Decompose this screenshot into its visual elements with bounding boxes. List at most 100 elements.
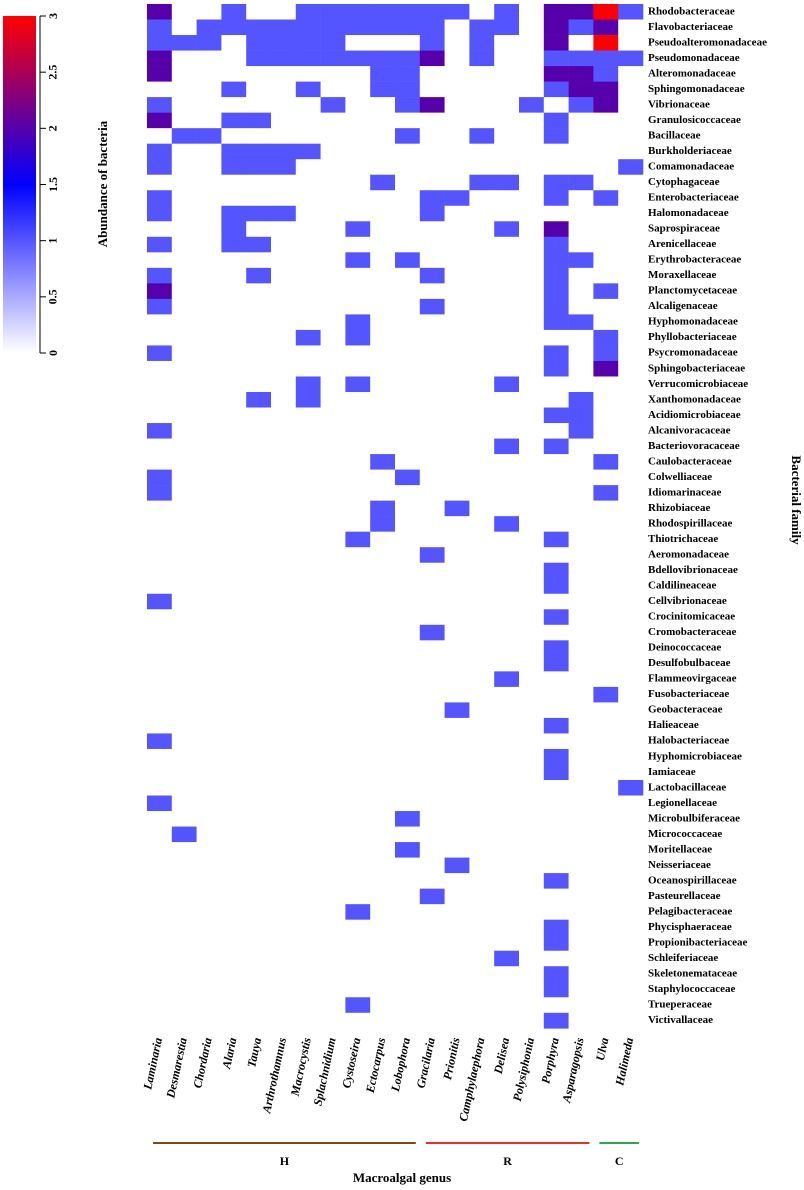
heat-cell bbox=[147, 454, 173, 470]
heat-cell bbox=[593, 267, 619, 284]
heat-cell bbox=[444, 190, 470, 207]
heat-cell bbox=[345, 329, 371, 346]
heat-cell bbox=[370, 997, 396, 1014]
heat-cell bbox=[568, 795, 594, 812]
heat-cell bbox=[221, 702, 247, 719]
heat-cell bbox=[444, 143, 470, 160]
heat-cell bbox=[147, 469, 173, 486]
heat-cell bbox=[271, 283, 297, 300]
heat-cell bbox=[147, 205, 173, 222]
heat-cell bbox=[345, 888, 371, 905]
heat-cell bbox=[543, 531, 569, 548]
heat-cell bbox=[519, 423, 545, 439]
heat-cell bbox=[469, 190, 495, 207]
heat-cell bbox=[568, 221, 594, 238]
heat-cell bbox=[370, 547, 396, 564]
heat-cell bbox=[271, 780, 297, 796]
heat-cell bbox=[221, 811, 247, 827]
heat-cell bbox=[246, 997, 272, 1014]
heat-cell bbox=[469, 4, 495, 20]
colorbar-title: Abundance of bacteria bbox=[95, 120, 110, 247]
heat-cell bbox=[494, 283, 520, 300]
heat-cell bbox=[171, 190, 197, 207]
heat-cell bbox=[469, 252, 495, 269]
x-axis-title: Macroalgal genus bbox=[353, 1170, 451, 1185]
heat-cell bbox=[419, 562, 445, 579]
heat-cell bbox=[295, 19, 321, 36]
heat-cell bbox=[419, 500, 445, 517]
heat-cell bbox=[444, 283, 470, 300]
heat-cell bbox=[419, 190, 445, 207]
row-label: Phycisphaeraceae bbox=[648, 921, 732, 933]
heat-cell bbox=[519, 578, 545, 595]
heat-cell bbox=[494, 733, 520, 750]
heat-cell bbox=[246, 888, 272, 905]
heat-cell bbox=[196, 888, 222, 905]
heat-cell bbox=[320, 640, 346, 657]
heat-cell bbox=[568, 981, 594, 998]
heat-cell bbox=[246, 66, 272, 82]
heat-cell bbox=[419, 764, 445, 781]
heat-cell bbox=[568, 112, 594, 129]
heat-cell bbox=[271, 159, 297, 176]
heat-cell bbox=[395, 780, 421, 796]
heat-cell bbox=[295, 329, 321, 346]
heat-cell bbox=[419, 826, 445, 843]
heat-cell bbox=[295, 531, 321, 548]
heat-cell bbox=[543, 174, 569, 191]
heat-cell bbox=[618, 624, 644, 641]
heat-cell bbox=[271, 919, 297, 936]
row-label: Colwelliaceae bbox=[648, 471, 712, 483]
heat-cell bbox=[147, 857, 173, 874]
heat-cell bbox=[395, 935, 421, 952]
heat-cell bbox=[171, 438, 197, 455]
heat-cell bbox=[171, 314, 197, 331]
heat-cell bbox=[494, 407, 520, 424]
heat-cell bbox=[171, 128, 197, 144]
heat-cell bbox=[295, 128, 321, 144]
heat-cell bbox=[469, 547, 495, 564]
heat-cell bbox=[494, 485, 520, 501]
heat-cell bbox=[618, 407, 644, 424]
heat-cell bbox=[171, 780, 197, 796]
heat-cell bbox=[568, 4, 594, 20]
heat-cell bbox=[345, 997, 371, 1014]
row-label: Bacteriovoracaceae bbox=[648, 440, 740, 452]
heat-cell bbox=[196, 283, 222, 300]
heat-cell bbox=[593, 655, 619, 672]
row-label: Comamonadaceae bbox=[648, 160, 734, 172]
heat-cell bbox=[246, 857, 272, 874]
heat-cell bbox=[147, 531, 173, 548]
heat-cell bbox=[271, 593, 297, 610]
heat-cell bbox=[543, 904, 569, 920]
heat-cell bbox=[469, 469, 495, 486]
heat-cell bbox=[196, 329, 222, 346]
row-label: Micrococcaceae bbox=[648, 828, 722, 840]
heat-cell bbox=[444, 578, 470, 595]
heat-cell bbox=[221, 500, 247, 517]
heat-cell bbox=[171, 624, 197, 641]
heat-cell bbox=[320, 112, 346, 129]
heat-cell bbox=[196, 81, 222, 98]
heat-cell bbox=[147, 935, 173, 952]
heat-cell bbox=[271, 423, 297, 439]
heat-cell bbox=[345, 686, 371, 703]
heat-cell bbox=[419, 252, 445, 269]
heat-cell bbox=[469, 873, 495, 889]
heat-cell bbox=[419, 935, 445, 952]
heat-cell bbox=[295, 35, 321, 51]
heat-cell bbox=[147, 888, 173, 905]
heat-cell bbox=[593, 919, 619, 936]
heat-cell bbox=[320, 547, 346, 564]
heat-cell bbox=[568, 485, 594, 501]
heat-cell bbox=[271, 454, 297, 470]
colorbar-tick-label: 0 bbox=[46, 350, 60, 356]
heat-cell bbox=[271, 267, 297, 284]
heat-cell bbox=[196, 780, 222, 796]
heat-cell bbox=[370, 112, 396, 129]
heat-cell bbox=[494, 842, 520, 858]
heat-cell bbox=[618, 19, 644, 36]
heat-cell bbox=[345, 143, 371, 160]
heat-cell bbox=[370, 4, 396, 20]
heat-cell bbox=[246, 360, 272, 377]
